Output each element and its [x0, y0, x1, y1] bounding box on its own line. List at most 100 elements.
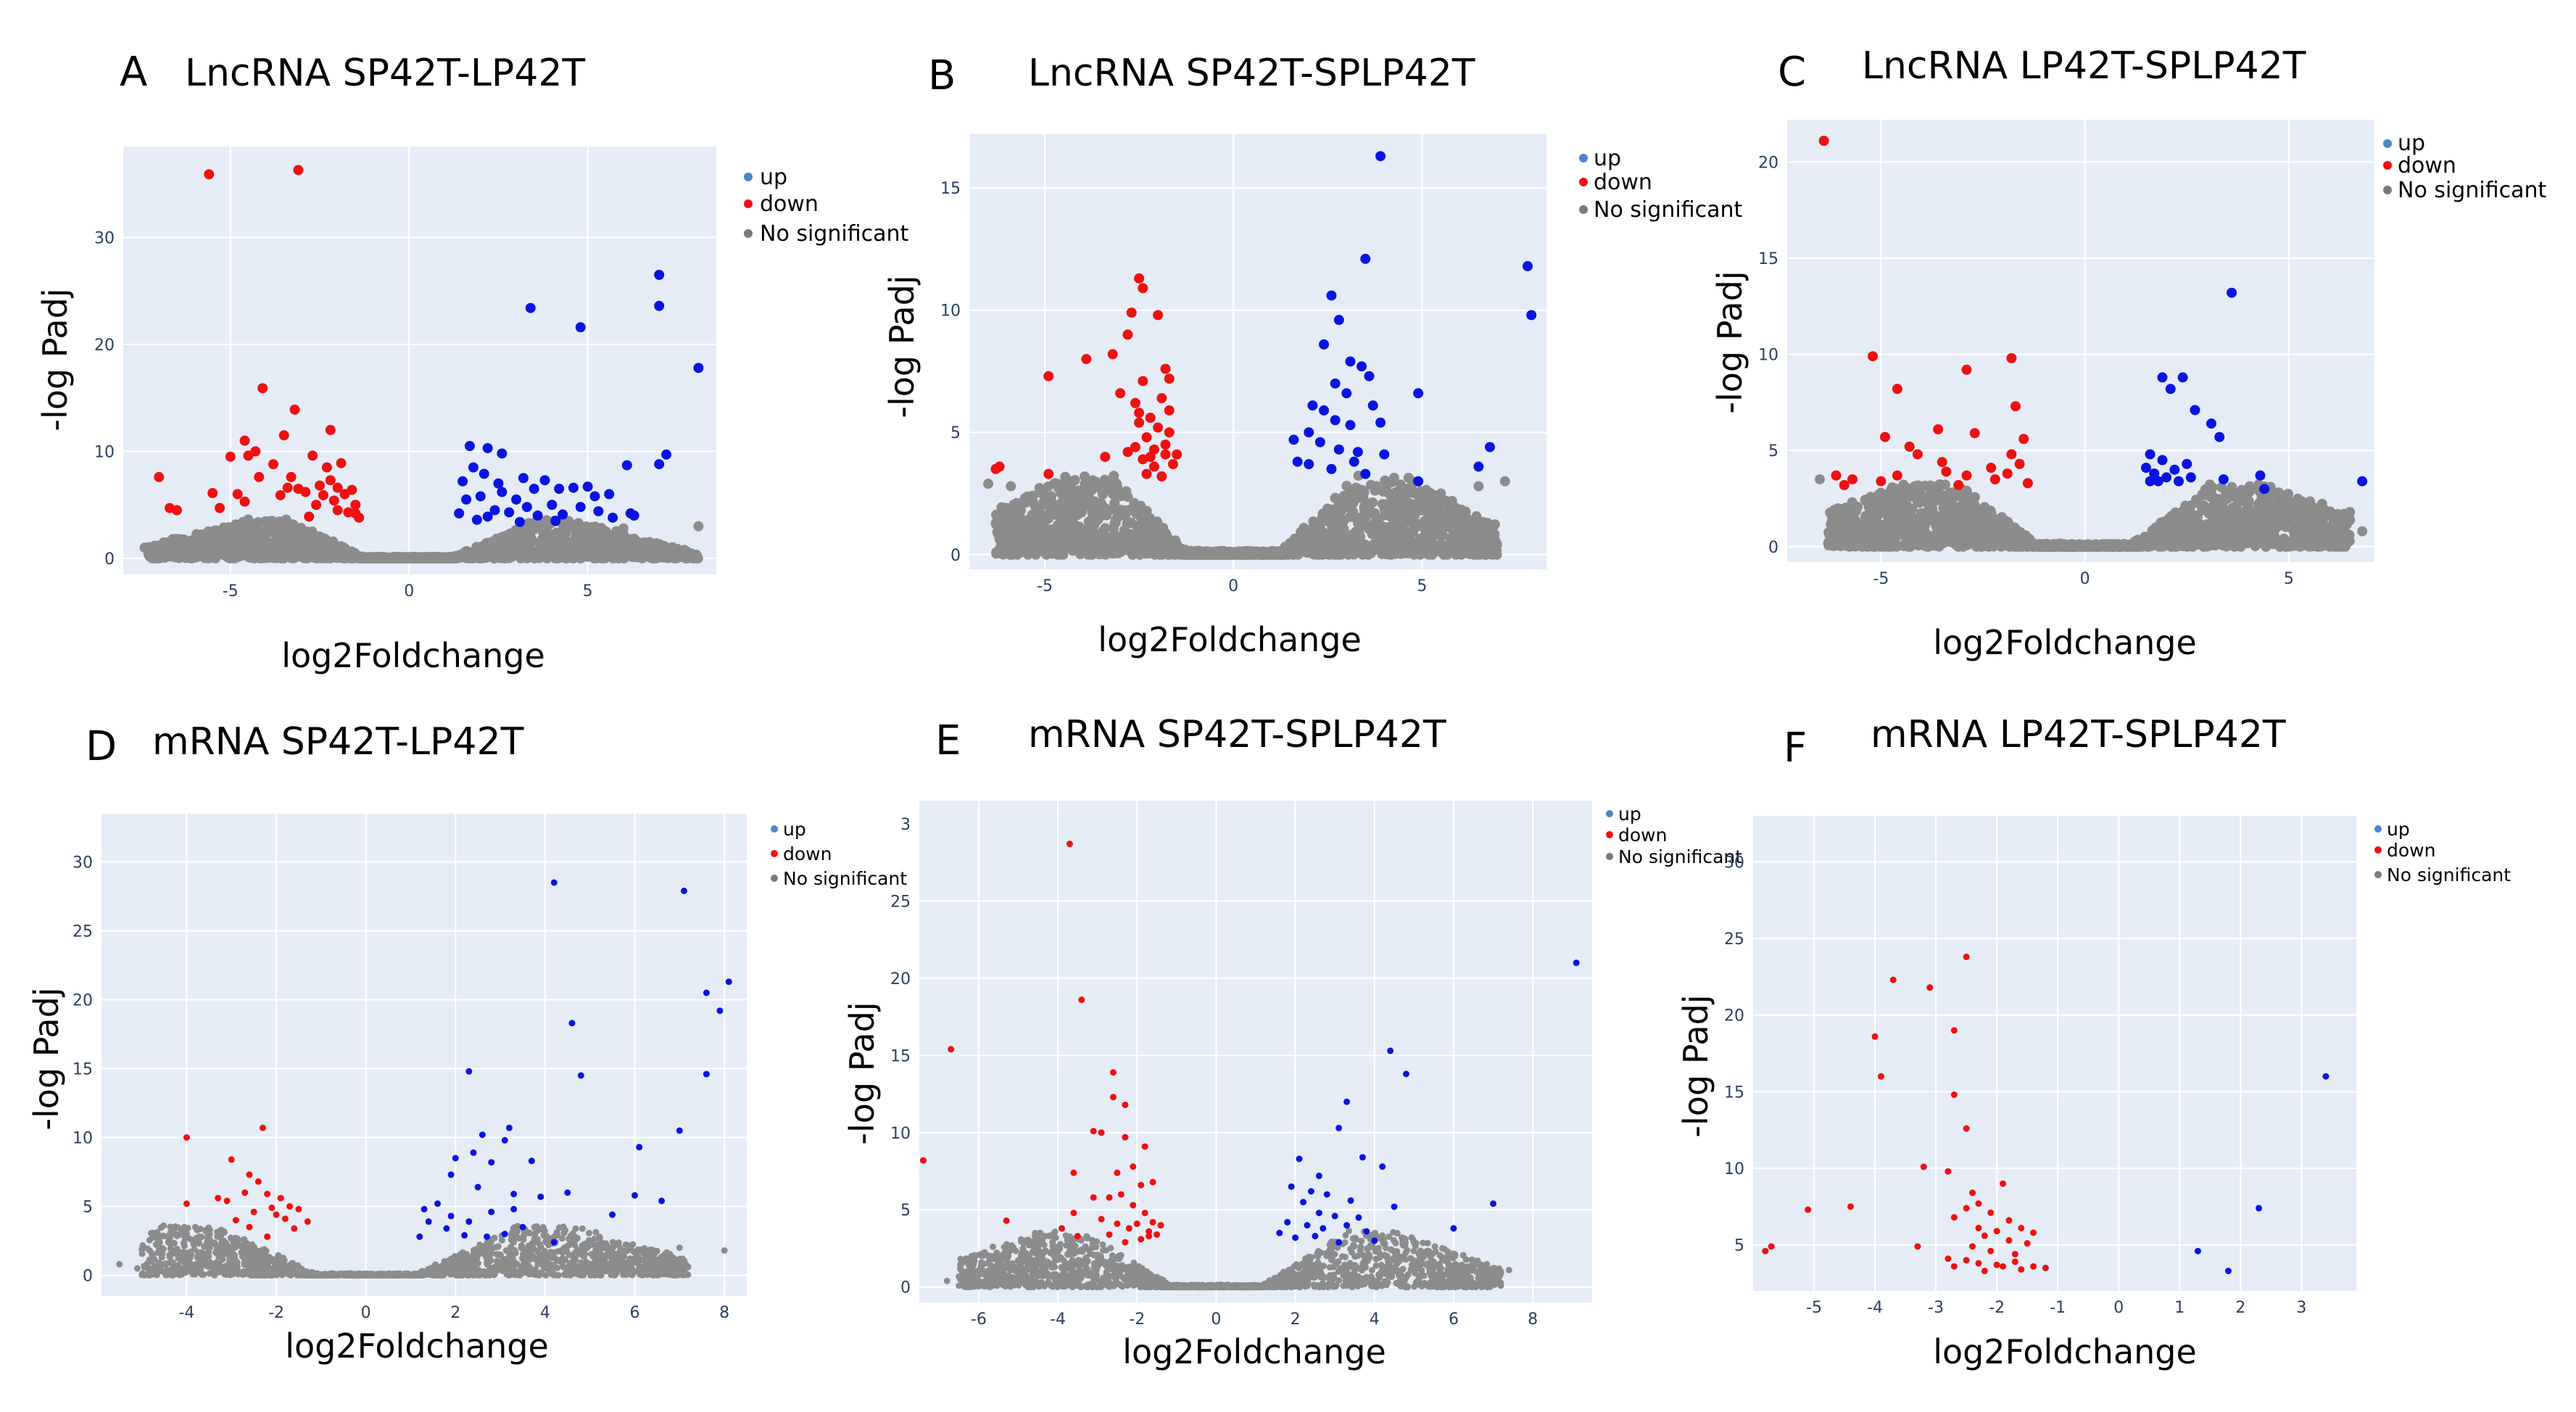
point-up: [1304, 459, 1314, 470]
point-not-significant: [428, 553, 439, 563]
point-up: [1319, 405, 1330, 416]
plot-area: [123, 146, 716, 574]
point-down: [1043, 371, 1054, 381]
point-up: [1375, 417, 1386, 428]
x-tick-label: -5: [223, 582, 239, 600]
point-up: [471, 514, 482, 525]
point-down: [1164, 405, 1175, 416]
point-not-significant: [1436, 540, 1446, 550]
point-up: [1522, 261, 1533, 272]
point-down: [282, 482, 293, 493]
point-down: [204, 169, 215, 180]
point-not-significant: [476, 541, 486, 552]
point-not-significant: [271, 531, 282, 542]
point-up: [1375, 151, 1386, 162]
point-not-significant: [563, 537, 574, 548]
point-not-significant: [281, 514, 291, 525]
point-up: [1379, 449, 1390, 460]
data-points: [139, 165, 704, 563]
point-not-significant: [296, 538, 307, 549]
point-not-significant: [1068, 492, 1079, 503]
point-not-significant: [1370, 485, 1380, 496]
x-tick-label: 5: [1417, 577, 1427, 595]
point-not-significant: [1357, 484, 1368, 495]
point-not-significant: [219, 550, 230, 561]
point-up: [479, 468, 489, 479]
y-tick-label: 0: [951, 547, 961, 565]
point-down: [286, 471, 297, 482]
point-down: [1164, 373, 1175, 384]
point-up: [554, 484, 565, 494]
point-not-significant: [560, 548, 571, 558]
point-not-significant: [594, 552, 605, 563]
point-not-significant: [322, 552, 333, 563]
point-not-significant: [442, 553, 453, 563]
point-not-significant: [1024, 545, 1035, 556]
point-not-significant: [1006, 481, 1016, 492]
point-not-significant: [1308, 516, 1319, 527]
point-up: [604, 489, 615, 500]
point-not-significant: [357, 553, 368, 563]
point-up: [532, 510, 543, 521]
point-not-significant: [536, 535, 547, 546]
point-not-significant: [486, 547, 497, 558]
point-not-significant: [1109, 519, 1120, 529]
point-down: [1138, 376, 1148, 387]
point-up: [568, 482, 579, 493]
point-down: [1160, 363, 1171, 374]
point-not-significant: [1116, 505, 1127, 516]
legend-marker-not-significant: [744, 229, 753, 238]
point-up: [1307, 400, 1318, 411]
point-up: [608, 512, 618, 523]
point-down: [1148, 461, 1159, 472]
point-not-significant: [1436, 488, 1446, 499]
point-down: [254, 471, 265, 482]
point-not-significant: [618, 523, 629, 534]
point-down: [250, 446, 261, 457]
point-up: [629, 510, 639, 521]
point-up: [1326, 290, 1337, 301]
point-not-significant: [1089, 537, 1100, 548]
point-up: [1349, 456, 1359, 467]
point-not-significant: [540, 516, 551, 527]
panel-a: A LncRNA SP42T-LP42T log2Foldchange -log…: [36, 49, 908, 675]
point-not-significant: [1102, 546, 1113, 557]
point-up: [504, 507, 515, 518]
point-not-significant: [650, 540, 661, 550]
point-down: [325, 424, 336, 435]
point-down: [350, 508, 361, 519]
point-not-significant: [411, 553, 422, 563]
point-down: [1164, 427, 1175, 438]
point-up: [525, 302, 536, 313]
point-up: [1330, 415, 1341, 426]
point-up: [511, 494, 522, 505]
point-down: [325, 475, 336, 486]
point-up: [464, 441, 475, 451]
point-not-significant: [284, 539, 295, 550]
point-not-significant: [274, 541, 285, 552]
point-down: [347, 484, 357, 495]
point-not-significant: [983, 479, 994, 490]
point-up: [1345, 420, 1356, 431]
point-not-significant: [1006, 536, 1017, 547]
y-tick-label: 10: [94, 443, 115, 461]
point-not-significant: [583, 551, 594, 562]
point-down: [239, 496, 250, 507]
point-not-significant: [552, 543, 563, 554]
point-down: [315, 480, 326, 491]
point-up: [558, 509, 568, 520]
point-not-significant: [326, 545, 337, 556]
legend-marker-up: [744, 173, 753, 181]
point-not-significant: [1011, 497, 1022, 508]
point-down: [336, 458, 347, 468]
point-not-significant: [365, 553, 376, 563]
panel-c: C LncRNA LP42T-SPLP42T log2Foldchange -l…: [1710, 44, 2546, 662]
point-not-significant: [1454, 511, 1465, 522]
point-not-significant: [1001, 503, 1012, 513]
point-up: [1413, 388, 1424, 399]
point-down: [1134, 408, 1145, 418]
point-not-significant: [217, 536, 228, 547]
point-up: [1473, 461, 1484, 472]
point-not-significant: [1364, 501, 1375, 512]
point-not-significant: [1397, 519, 1408, 529]
